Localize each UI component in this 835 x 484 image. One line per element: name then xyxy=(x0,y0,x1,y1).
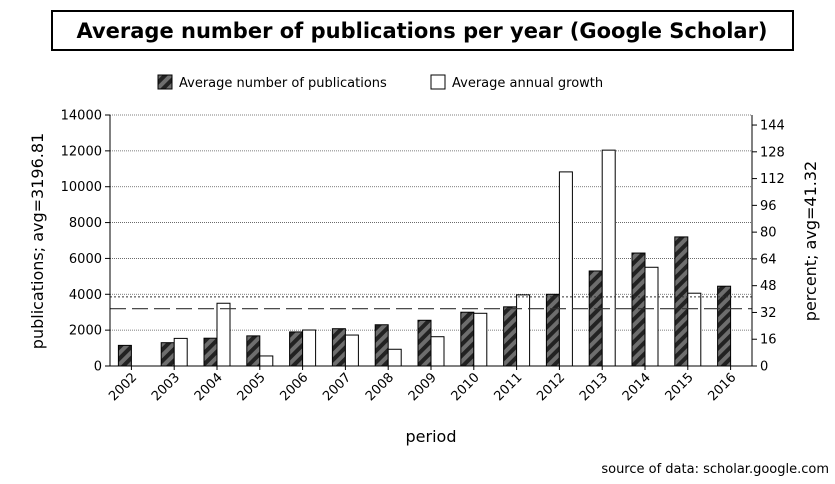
bar-growth-2009 xyxy=(431,337,444,366)
bar-publications-2003 xyxy=(161,343,174,366)
y-tick-label-right: 112 xyxy=(760,172,785,187)
bar-growth-2005 xyxy=(260,356,273,366)
legend-swatch-growth xyxy=(431,75,445,89)
x-tick-label: 2016 xyxy=(705,370,739,404)
bar-publications-2005 xyxy=(247,336,260,366)
x-tick-label: 2014 xyxy=(620,370,654,404)
legend-label-growth: Average annual growth xyxy=(452,76,603,91)
y-tick-label-right: 16 xyxy=(760,333,777,348)
x-tick-label: 2013 xyxy=(577,370,611,404)
legend: Average number of publications Average a… xyxy=(158,75,603,91)
x-axis-title: period xyxy=(406,427,457,446)
bar-growth-2010 xyxy=(474,313,487,366)
bar-growth-2011 xyxy=(517,295,530,366)
x-tick-label: 2009 xyxy=(406,370,440,404)
y-tick-label-left: 8000 xyxy=(69,216,102,231)
x-tick-label: 2010 xyxy=(449,370,483,404)
x-tick-label: 2004 xyxy=(192,370,226,404)
x-tick-label: 2006 xyxy=(277,370,311,404)
bar-growth-2015 xyxy=(688,293,701,366)
bar-publications-2002 xyxy=(118,345,131,366)
y-tick-label-right: 80 xyxy=(760,226,777,241)
bar-publications-2009 xyxy=(418,320,431,366)
bar-growth-2008 xyxy=(388,349,401,366)
y-tick-label-left: 4000 xyxy=(69,288,102,303)
y-tick-label-right: 0 xyxy=(760,360,768,375)
x-tick-label: 2007 xyxy=(320,370,354,404)
x-tick-label: 2008 xyxy=(363,370,397,404)
chart-title-group: Average number of publications per year … xyxy=(52,11,793,50)
y-tick-label-right: 32 xyxy=(760,306,777,321)
source-note: source of data: scholar.google.com xyxy=(601,462,829,477)
y-tick-label-left: 12000 xyxy=(61,144,102,159)
x-tick-label: 2012 xyxy=(534,370,568,404)
y-tick-label-left: 0 xyxy=(94,360,102,375)
y-tick-label-right: 144 xyxy=(760,119,785,134)
x-tick-label: 2003 xyxy=(149,370,183,404)
bar-publications-2004 xyxy=(204,338,217,366)
bar-growth-2012 xyxy=(559,172,572,366)
x-tick-label: 2011 xyxy=(491,370,525,404)
bar-publications-2014 xyxy=(632,253,645,366)
bar-publications-2015 xyxy=(675,237,688,366)
bar-growth-2013 xyxy=(602,150,615,366)
y-axis-right-title: percent; avg=41.32 xyxy=(801,161,820,321)
bar-growth-2014 xyxy=(645,267,658,366)
bar-publications-2008 xyxy=(375,325,388,366)
bar-publications-2007 xyxy=(332,329,345,366)
bar-publications-2013 xyxy=(589,271,602,366)
bar-publications-2012 xyxy=(546,294,559,366)
y-tick-label-right: 48 xyxy=(760,279,777,294)
legend-swatch-publications xyxy=(158,75,172,89)
y-tick-label-left: 14000 xyxy=(61,109,102,124)
y-tick-label-left: 10000 xyxy=(61,180,102,195)
x-tick-label: 2005 xyxy=(235,370,269,404)
bar-growth-2004 xyxy=(217,303,230,366)
bar-publications-2011 xyxy=(504,307,517,366)
y-tick-label-right: 64 xyxy=(760,252,777,267)
bar-growth-2007 xyxy=(345,335,358,366)
bar-publications-2006 xyxy=(290,332,303,366)
legend-label-publications: Average number of publications xyxy=(179,76,387,91)
x-tick-label: 2002 xyxy=(106,370,140,404)
y-tick-label-right: 96 xyxy=(760,199,777,214)
bar-publications-2016 xyxy=(718,286,731,366)
y-tick-label-left: 6000 xyxy=(69,252,102,267)
y-tick-label-left: 2000 xyxy=(69,324,102,339)
bar-growth-2003 xyxy=(174,338,187,366)
bar-publications-2010 xyxy=(461,312,474,366)
chart-title: Average number of publications per year … xyxy=(76,19,767,43)
y-axis-left-title: publications; avg=3196.81 xyxy=(28,133,47,349)
y-tick-label-right: 128 xyxy=(760,145,785,160)
bar-growth-2006 xyxy=(303,330,316,366)
x-tick-label: 2015 xyxy=(663,370,697,404)
